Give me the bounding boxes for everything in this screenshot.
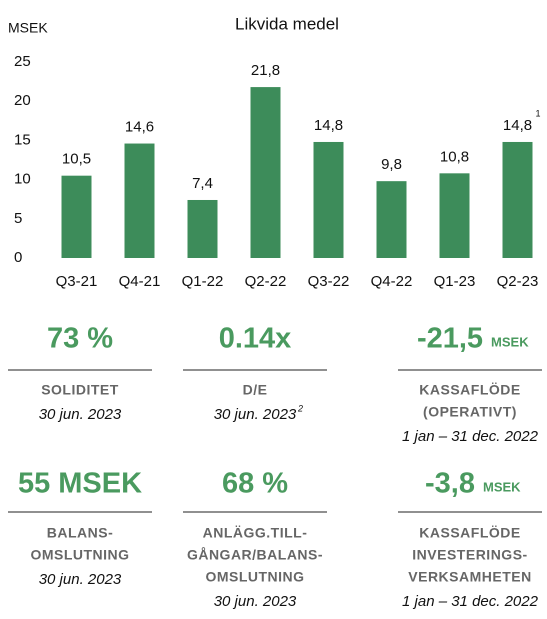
y-tick-label: 10: [14, 171, 31, 188]
footnote-ref: 2: [297, 403, 303, 413]
x-tick-label: Q4-21: [119, 273, 161, 290]
kpi-label: BALANS-: [47, 525, 114, 541]
kpi-value: 73 %: [47, 323, 113, 355]
y-axis-label: MSEK: [8, 20, 48, 36]
x-tick-label: Q2-23: [497, 273, 539, 290]
x-tick-label: Q3-22: [308, 273, 350, 290]
value-label: 9,8: [381, 156, 402, 173]
value-label: 10,8: [440, 148, 469, 165]
kpi-label: GÅNGAR/BALANS-: [187, 547, 323, 563]
value-label: 14,8: [503, 117, 532, 134]
kpi-value: -3,8: [425, 468, 475, 500]
kpi-date: 1 jan – 31 dec. 2022: [402, 428, 539, 445]
kpi-label: KASSAFLÖDE: [419, 382, 520, 398]
x-tick-label: Q1-23: [434, 273, 476, 290]
bar: [124, 143, 155, 258]
kpi-value: 68 %: [222, 468, 288, 500]
annotation: 1: [536, 108, 541, 118]
kpi-date: 30 jun. 2023: [214, 406, 297, 423]
value-label: 21,8: [251, 62, 280, 79]
kpi-date: 1 jan – 31 dec. 2022: [402, 593, 539, 610]
kpi-date: 30 jun. 2023: [39, 406, 122, 423]
kpi-value: -21,5: [417, 323, 483, 355]
bar: [502, 141, 533, 258]
kpi-label: ANLÄGG.TILL-: [203, 525, 308, 541]
kpi-date: 30 jun. 2023: [39, 571, 122, 588]
kpi-date: 30 jun. 2023: [214, 593, 297, 610]
bar: [313, 141, 344, 258]
value-label: 7,4: [192, 175, 213, 192]
value-label: 14,8: [314, 117, 343, 134]
bar: [250, 87, 281, 258]
value-label: 14,6: [125, 119, 154, 136]
y-tick-label: 25: [14, 53, 31, 70]
kpi-label: (OPERATIVT): [423, 404, 517, 420]
bar: [439, 173, 470, 258]
y-tick-label: 0: [14, 249, 22, 266]
kpi-label: SOLIDITET: [41, 382, 119, 398]
x-tick-label: Q3-21: [56, 273, 98, 290]
y-tick-label: 20: [14, 92, 31, 109]
bar: [61, 175, 92, 258]
kpi-label: VERKSAMHETEN: [408, 569, 531, 585]
x-tick-label: Q4-22: [371, 273, 413, 290]
value-label: 10,5: [62, 151, 91, 168]
kpi-value: 0.14x: [219, 323, 292, 355]
kpi-label: D/E: [243, 382, 268, 398]
x-tick-label: Q2-22: [245, 273, 287, 290]
bar: [187, 199, 218, 258]
kpi-label: INVESTERINGS-: [412, 547, 527, 563]
kpi-label: OMSLUTNING: [205, 569, 304, 585]
chart-title: Likvida medel: [235, 14, 339, 33]
kpi-label: OMSLUTNING: [30, 547, 129, 563]
kpi-unit: MSEK: [483, 479, 521, 494]
kpi-value: 55 MSEK: [18, 468, 142, 500]
kpi-unit: MSEK: [491, 334, 529, 349]
bar: [376, 181, 407, 258]
y-tick-label: 5: [14, 210, 22, 227]
x-tick-label: Q1-22: [182, 273, 224, 290]
kpi-label: KASSAFLÖDE: [419, 525, 520, 541]
y-tick-label: 15: [14, 131, 31, 148]
